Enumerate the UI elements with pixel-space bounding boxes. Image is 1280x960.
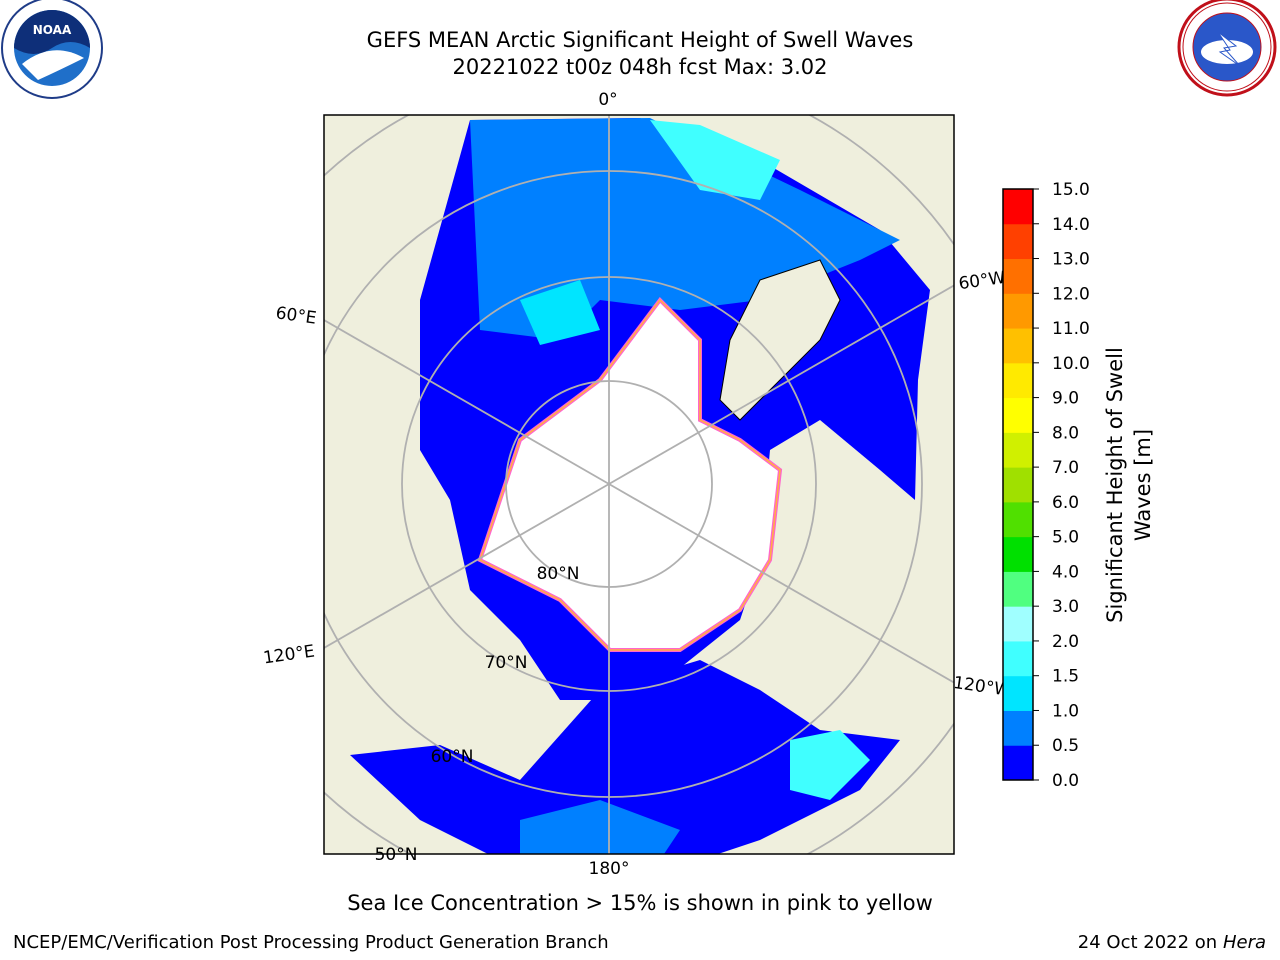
colorbar-tick-label: 4.0 (1052, 562, 1079, 582)
colorbar-tick-label: 11.0 (1052, 319, 1090, 339)
colorbar-segment (1003, 745, 1033, 781)
parallel-label-70n: 70°N (485, 653, 528, 673)
meridian-60w (608, 284, 954, 485)
colorbar-tick-label: 8.0 (1052, 423, 1079, 443)
meridian-label-60w: 60°W (957, 268, 1006, 294)
colorbar-segment (1003, 432, 1033, 468)
colorbar-title-line2: Waves [m] (1131, 429, 1155, 541)
colorbar-tick-label: 15.0 (1052, 180, 1090, 200)
map-frame (323, 114, 955, 855)
colorbar-segment (1003, 536, 1033, 572)
colorbar-tick-label: 1.0 (1052, 701, 1079, 721)
colorbar-segment (1003, 258, 1033, 294)
meridian-label-180: 180° (589, 859, 630, 879)
colorbar-segment (1003, 501, 1033, 538)
swell-region-high (650, 120, 780, 200)
meridian-label-120e: 120°E (262, 641, 316, 668)
colorbar-segment (1003, 571, 1033, 607)
chart-subtitle: 20221022 t00z 048h fcst Max: 3.02 (452, 55, 828, 79)
graticule (324, 115, 954, 854)
colorbar-tick-label: 0.0 (1052, 771, 1079, 791)
meridian-120e (324, 483, 610, 649)
colorbar-segment (1003, 328, 1033, 364)
colorbar-tick-label: 14.0 (1052, 215, 1090, 235)
colorbar-segment (1003, 293, 1033, 329)
colorbar-tick-label: 2.0 (1052, 632, 1079, 652)
polar-map: 0° 60°E 120°E 180° 120°W 60°W 80°N 70°N … (262, 90, 1012, 879)
noaa-logo-text: NOAA (33, 23, 72, 37)
colorbar-segment (1003, 189, 1033, 225)
nws-logo (1177, 0, 1277, 97)
greenland-landmass (719, 259, 841, 421)
credit-text: NCEP/EMC/Verification Post Processing Pr… (13, 932, 609, 953)
colorbar-ticks: 0.0 0.5 1.0 1.5 2.0 3.0 4.0 5.0 6.0 7.0 8.0 9.0 10.0… (1033, 180, 1090, 791)
swell-region-high-2 (520, 280, 600, 345)
pacific-swell-field (350, 660, 900, 854)
colorbar-tick-label: 6.0 (1052, 493, 1079, 513)
colorbar: 0.0 0.5 1.0 1.5 2.0 3.0 4.0 5.0 6.0 7.0 8.0 9.0 10.0… (1002, 180, 1155, 791)
colorbar-tick-label: 12.0 (1052, 284, 1090, 304)
colorbar-tick-label: 3.0 (1052, 597, 1079, 617)
colorbar-tick-label: 10.0 (1052, 354, 1090, 374)
date-stamp: 24 Oct 2022 on Hera (1078, 932, 1266, 953)
colorbar-title-line1: Significant Height of Swell (1103, 347, 1127, 623)
colorbar-segment (1003, 710, 1033, 746)
colorbar-frame (1002, 188, 1034, 781)
colorbar-segment (1003, 362, 1033, 399)
noaa-logo: NOAA (1, 0, 103, 99)
colorbar-segment (1003, 467, 1033, 503)
sea-ice-note: Sea Ice Concentration > 15% is shown in … (347, 891, 933, 915)
pacific-swell-high (790, 730, 870, 800)
colorbar-tick-label: 13.0 (1052, 250, 1090, 270)
colorbar-tick-label: 1.5 (1052, 667, 1079, 687)
meridian-60e (324, 319, 610, 485)
sea-ice-edge (479, 298, 781, 651)
colorbar-segment (1003, 606, 1033, 642)
parallel-label-80n: 80°N (537, 564, 580, 584)
parallel-label-50n: 50°N (375, 845, 418, 865)
colorbar-tick-label: 7.0 (1052, 458, 1079, 478)
meridian-120w (608, 483, 954, 684)
colorbar-segments (1003, 189, 1033, 781)
colorbar-tick-label: 5.0 (1052, 528, 1079, 548)
colorbar-segment (1003, 640, 1033, 677)
host-name: Hera (1222, 932, 1266, 953)
colorbar-segment (1003, 223, 1033, 260)
pacific-swell-medium (520, 800, 680, 854)
colorbar-segment (1003, 675, 1033, 711)
meridian-label-0: 0° (598, 90, 617, 110)
parallel-label-60n: 60°N (431, 747, 474, 767)
colorbar-tick-label: 9.0 (1052, 389, 1079, 409)
colorbar-segment (1003, 397, 1033, 433)
chart-title: GEFS MEAN Arctic Significant Height of S… (366, 28, 914, 52)
colorbar-tick-label: 0.5 (1052, 736, 1079, 756)
date-text: 24 Oct 2022 on (1077, 932, 1218, 953)
meridian-label-60e: 60°E (274, 303, 317, 328)
